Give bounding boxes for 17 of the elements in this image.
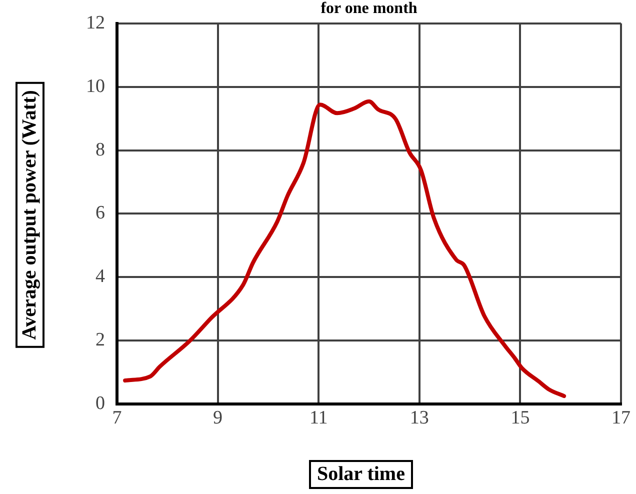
x-tick-label: 9 [213, 407, 223, 428]
y-tick-label: 4 [96, 266, 106, 288]
chart-title: for one month [320, 0, 418, 18]
y-tick-label: 10 [86, 76, 105, 97]
y-tick-label: 8 [96, 139, 105, 160]
x-tick-label: 7 [112, 407, 122, 428]
x-tick-label: 13 [410, 407, 429, 428]
x-tick-label: 15 [510, 407, 530, 428]
x-axis-title: Solar time [309, 460, 413, 489]
y-tick-label: 12 [86, 12, 105, 34]
y-tick-label: 2 [96, 330, 105, 351]
y-tick-label: 0 [96, 392, 105, 414]
y-axis-title: Average output power (Watt) [16, 82, 44, 348]
y-tick-label: 6 [96, 202, 105, 224]
x-tick-label: 17 [612, 407, 630, 428]
x-tick-label: 11 [309, 407, 328, 428]
line-series [123, 99, 566, 398]
